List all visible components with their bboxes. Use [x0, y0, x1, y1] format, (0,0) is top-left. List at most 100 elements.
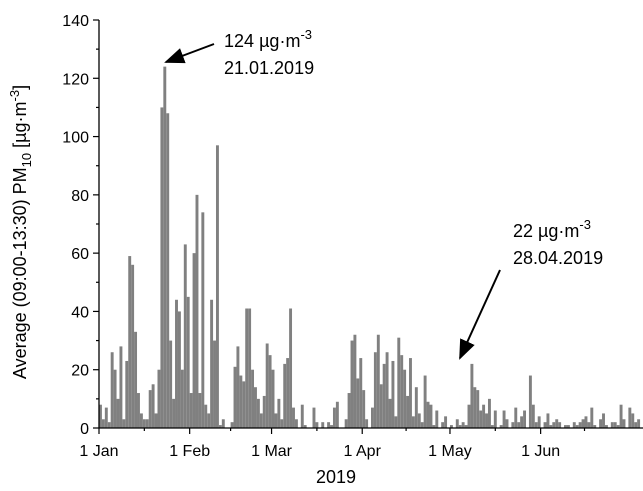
bar	[148, 390, 152, 428]
bar	[406, 395, 410, 428]
y-tick-label: 40	[71, 304, 89, 321]
bar	[110, 352, 114, 428]
annotation-peak-apr-arrow	[459, 269, 501, 360]
bar	[271, 369, 275, 428]
bar	[458, 425, 462, 428]
bar	[254, 387, 257, 428]
bar	[517, 422, 521, 428]
bar	[251, 369, 255, 428]
bar	[528, 375, 532, 428]
bar	[482, 404, 486, 428]
bar	[315, 422, 319, 428]
bar	[473, 387, 477, 428]
bar	[356, 378, 360, 428]
bar	[277, 398, 281, 428]
annotation-peak-jan-value: 124 µg·m-3	[224, 27, 312, 51]
bar	[552, 422, 556, 428]
bar	[198, 393, 202, 428]
bar	[376, 334, 380, 428]
bar	[505, 419, 509, 428]
bar	[461, 422, 465, 428]
annotation-peak-apr-value: 22 µg·m-3	[513, 217, 591, 241]
bar	[353, 334, 357, 428]
bar	[312, 407, 316, 428]
bar	[394, 416, 398, 428]
bar	[262, 395, 266, 428]
bar	[537, 416, 541, 428]
y-axis-title-unit-close: ]	[10, 85, 30, 90]
bar	[414, 387, 418, 428]
annotation-peak-apr: 22 µg·m-3 28.04.2019	[459, 217, 603, 360]
bar	[362, 390, 366, 428]
bar	[142, 419, 146, 428]
bar	[137, 393, 140, 428]
bar	[294, 419, 298, 428]
bar	[139, 413, 143, 428]
annotation-peak-apr-date: 28.04.2019	[513, 248, 603, 268]
bar	[423, 375, 427, 428]
bar	[292, 407, 295, 428]
bar	[101, 419, 105, 428]
bar	[104, 407, 108, 428]
bar	[259, 413, 263, 428]
annotation-peak-jan: 124 µg·m-3 21.01.2019	[164, 27, 314, 78]
bar	[359, 358, 363, 428]
x-tick-label: 1 Feb	[169, 443, 210, 460]
bar	[432, 425, 436, 428]
bar	[373, 352, 377, 428]
bar	[487, 398, 491, 428]
bar	[555, 419, 559, 428]
bar	[265, 343, 269, 428]
y-tick-label: 0	[80, 421, 89, 438]
y-tick-label: 100	[62, 130, 89, 147]
bar	[192, 253, 196, 428]
bar	[575, 425, 579, 428]
bar	[201, 212, 205, 428]
y-tick-label: 60	[71, 246, 89, 263]
bar	[616, 425, 620, 428]
bar	[599, 419, 603, 428]
bar	[215, 145, 219, 428]
y-axis-title: Average (09:00-13:30) PM10 [µg·m-3]	[7, 85, 34, 379]
y-tick-label: 140	[62, 13, 89, 30]
bar	[578, 422, 582, 428]
bar	[502, 410, 506, 428]
bar	[584, 416, 588, 428]
bar	[426, 401, 430, 428]
bars-group	[99, 66, 641, 429]
bar	[157, 369, 161, 428]
bar	[628, 407, 632, 428]
x-tick-label: 1 Jan	[79, 443, 118, 460]
bar	[476, 390, 480, 428]
bar	[531, 404, 535, 428]
bar	[411, 416, 415, 428]
y-tick-label: 120	[62, 71, 89, 88]
bar	[280, 419, 284, 428]
bar	[186, 296, 190, 428]
bar	[420, 422, 424, 428]
bar	[134, 331, 138, 428]
bar	[300, 404, 304, 428]
bar	[634, 422, 638, 428]
x-tick-label: 1 Jun	[521, 443, 560, 460]
bar	[479, 410, 483, 428]
bar	[371, 407, 374, 428]
bar	[435, 410, 439, 428]
bar	[409, 358, 412, 428]
bar	[388, 398, 392, 428]
bar	[239, 375, 243, 428]
bar	[444, 416, 448, 428]
bar	[330, 425, 333, 428]
bar	[511, 422, 515, 428]
bar	[464, 425, 468, 428]
bar	[546, 413, 550, 428]
bar	[207, 413, 211, 428]
bar	[175, 299, 178, 428]
bar	[230, 422, 234, 428]
bar	[183, 244, 187, 428]
x-ticks-group: 1 Jan 1 Feb 1 Mar 1 Apr 1 May 1 Jun	[79, 428, 586, 460]
bar	[218, 425, 222, 428]
bar	[113, 369, 117, 428]
bar	[455, 419, 459, 428]
